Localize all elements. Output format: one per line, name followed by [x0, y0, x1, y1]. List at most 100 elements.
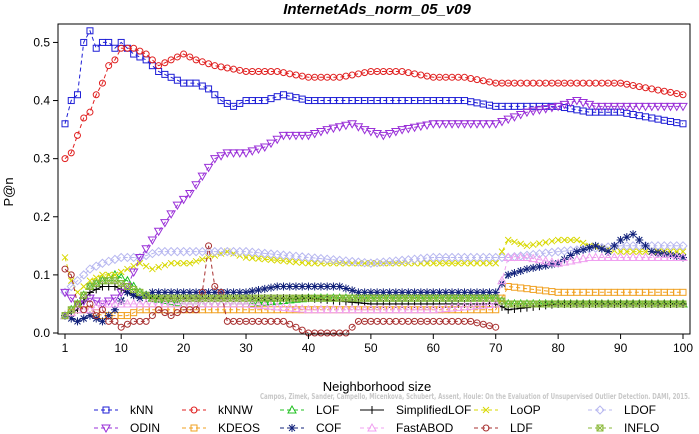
data-point-fastabod: [272, 301, 283, 311]
data-point-fastabod: [141, 298, 152, 308]
data-point-ldf: [211, 283, 219, 291]
data-point-cof: [385, 288, 394, 297]
data-point-fastabod: [228, 298, 239, 308]
data-point-fastabod: [584, 252, 595, 261]
plot-area: [60, 27, 688, 337]
data-point-fastabod: [384, 304, 395, 314]
data-point-loop: [548, 237, 556, 245]
data-point-inflo: [604, 300, 612, 308]
data-point-loop: [486, 259, 493, 267]
data-point-ldof: [235, 246, 245, 257]
data-point-cof: [597, 244, 606, 253]
data-point-knnw: [130, 44, 138, 52]
data-point-inflo: [567, 300, 574, 308]
data-point-cof: [404, 288, 413, 297]
data-point-inflo: [80, 291, 88, 299]
data-point-ldof: [309, 253, 320, 263]
data-point-fastabod: [440, 303, 451, 313]
data-point-inflo: [429, 294, 437, 302]
series-knnw: [61, 44, 687, 163]
data-point-odin: [297, 131, 308, 141]
data-point-knnw: [73, 131, 81, 139]
data-point-odin: [609, 102, 620, 112]
data-point-knnw: [161, 59, 169, 67]
data-point-fastabod: [253, 300, 264, 309]
data-point-loop: [311, 259, 319, 267]
data-point-ldof: [472, 252, 482, 263]
data-point-cof: [522, 265, 531, 274]
data-point-cof: [535, 262, 544, 271]
data-point-fastabod: [490, 298, 501, 308]
data-point-loop: [492, 259, 500, 267]
data-point-fastabod: [503, 252, 514, 261]
data-point-fastabod: [459, 301, 470, 311]
data-point-ldf: [173, 309, 181, 317]
data-point-fastabod: [628, 252, 638, 261]
data-point-inflo: [186, 294, 194, 302]
data-point-simplifiedlof: [516, 304, 525, 313]
data-point-ldf: [117, 323, 125, 331]
data-point-fastabod: [284, 303, 295, 312]
data-point-loop: [186, 259, 194, 267]
data-point-inflo: [192, 294, 200, 302]
data-point-odin: [409, 123, 420, 133]
data-point-fastabod: [241, 298, 251, 308]
data-point-odin: [578, 98, 588, 108]
data-point-inflo: [286, 294, 294, 302]
data-point-inflo: [529, 300, 537, 308]
data-point-inflo: [111, 277, 119, 285]
data-point-inflo: [454, 294, 462, 302]
data-point-loop: [467, 259, 475, 267]
data-point-cof: [466, 288, 475, 297]
data-point-odin: [615, 102, 626, 112]
data-point-inflo: [542, 300, 550, 308]
data-point-odin: [272, 135, 283, 145]
data-point-inflo: [411, 294, 418, 302]
data-point-ldof: [66, 281, 76, 292]
data-point-loop: [61, 254, 69, 261]
data-point-ldf: [167, 312, 175, 320]
data-point-knn: [267, 95, 275, 103]
legend-marker-knn: [102, 406, 110, 414]
data-point-odin: [172, 201, 183, 211]
data-point-inflo: [105, 277, 113, 285]
data-point-cof: [135, 294, 144, 303]
data-point-odin: [503, 115, 514, 125]
data-point-inflo: [205, 294, 212, 302]
data-point-ldof: [222, 246, 233, 257]
data-point-ldof: [191, 246, 201, 257]
data-point-ldof: [278, 250, 289, 260]
data-point-loop: [92, 274, 100, 282]
data-point-fastabod: [247, 299, 258, 309]
data-point-cof: [229, 288, 238, 297]
data-point-odin: [110, 294, 120, 304]
series-line-loop: [64, 239, 683, 294]
data-point-ldof: [428, 252, 439, 263]
data-point-fastabod: [553, 258, 564, 267]
data-point-cof: [242, 288, 251, 297]
data-point-fastabod: [359, 304, 370, 314]
data-point-fastabod: [653, 252, 663, 261]
data-point-cof: [79, 314, 88, 323]
data-point-fastabod: [291, 303, 301, 313]
data-point-inflo: [523, 300, 531, 308]
data-point-ldof: [285, 251, 295, 261]
data-point-fastabod: [203, 298, 214, 308]
data-point-inflo: [592, 300, 599, 308]
data-point-odin: [603, 102, 613, 112]
data-point-ldof: [441, 252, 451, 263]
data-point-knnw: [142, 50, 150, 58]
data-point-odin: [328, 124, 339, 134]
data-point-ldof: [91, 261, 101, 271]
y-tick-label: 0.2: [33, 210, 50, 224]
data-point-cof: [310, 282, 319, 291]
data-point-fastabod: [334, 304, 345, 314]
data-point-knn: [679, 120, 687, 128]
data-point-cof: [429, 288, 438, 297]
data-point-loop: [161, 261, 169, 269]
data-point-fastabod: [565, 255, 576, 265]
data-point-ldf: [80, 306, 88, 314]
data-point-loop: [473, 259, 481, 267]
x-tick-label: 70: [489, 341, 503, 355]
